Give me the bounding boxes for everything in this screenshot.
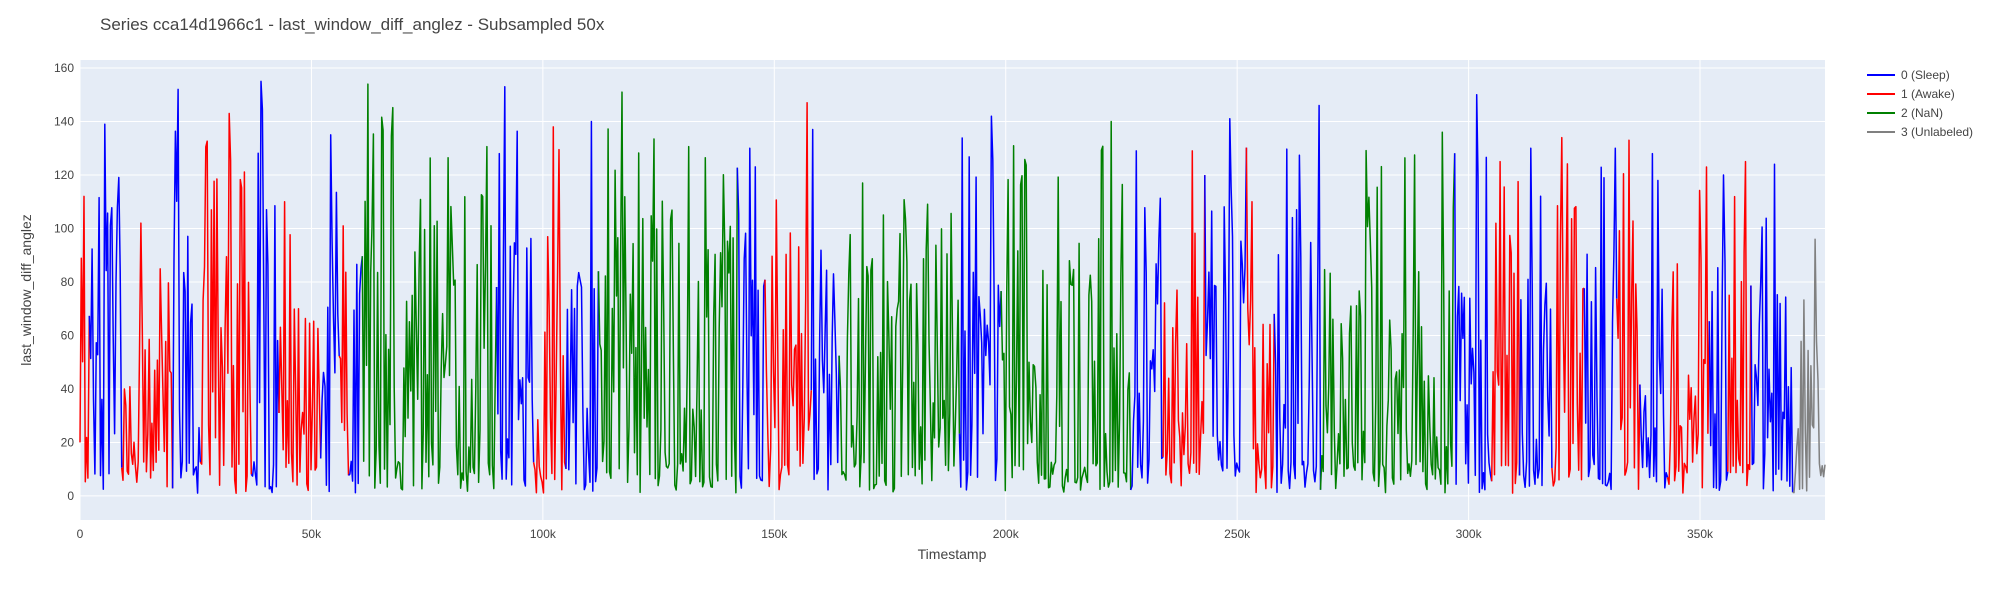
series-nan-line [838,182,961,493]
series-sleep-line [1204,118,1248,477]
series-awake-line [532,126,567,494]
x-axis: 0 50k 100k 150k 200k 250k 300k 350k [77,527,1714,541]
series-awake-line [1727,160,1752,487]
series-awake-line [1666,166,1711,494]
legend-item[interactable]: 3 (Unlabeled) [1867,125,1973,139]
series-nan-line [1000,120,1132,493]
series-sleep-line [1583,147,1618,491]
series-unlabeled-line [1792,238,1826,494]
series-nan-line [361,83,498,492]
y-tick-label: 20 [61,435,75,449]
series-sleep-line [88,123,123,490]
series-nan-line [597,91,739,494]
series-awake-line [278,200,322,492]
legend-label: 0 (Sleep) [1901,68,1950,82]
series-sleep-line [1453,94,1493,494]
legend-item[interactable]: 1 (Awake) [1867,87,1955,101]
x-tick-label: 50k [302,527,322,541]
series-sleep-line [1708,174,1729,492]
y-tick-label: 80 [61,275,75,289]
series-sleep-line [565,120,600,492]
series-sleep-line [1518,147,1553,489]
series-sleep-line [250,80,280,494]
series-lines [79,80,1826,494]
series-sleep-line [1750,163,1794,493]
x-tick-label: 0 [77,527,84,541]
y-tick-label: 60 [61,328,75,342]
series-sleep-line [1129,150,1164,491]
series-nan-line [1319,131,1456,494]
legend-item[interactable]: 0 (Sleep) [1867,68,1950,82]
series-sleep-line [1639,152,1669,489]
y-tick-label: 40 [61,382,75,396]
series-sleep-line [495,85,535,487]
legend-label: 1 (Awake) [1901,87,1955,101]
x-tick-label: 150k [761,527,788,541]
series-awake-line [120,222,174,489]
series-awake-line [338,225,350,476]
series-sleep-line [810,128,840,491]
x-tick-label: 200k [993,527,1020,541]
series-sleep-line [347,256,364,494]
y-tick-label: 0 [67,489,74,503]
series-sleep-line [958,115,1002,491]
y-tick-label: 100 [54,221,74,235]
legend-label: 2 (NaN) [1901,106,1943,120]
series-sleep-line [319,134,340,493]
x-tick-label: 100k [530,527,557,541]
y-axis-title: last_window_diff_anglez [18,214,34,366]
series-awake-line [1162,150,1206,487]
series-awake-line [1615,139,1641,491]
series-awake-line [79,195,91,483]
x-tick-label: 300k [1456,527,1483,541]
series-awake-line [1245,147,1275,494]
series-awake-line [1551,136,1585,487]
legend[interactable]: 0 (Sleep) 1 (Awake) 2 (NaN) 3 (Unlabeled) [1867,68,1973,139]
series-awake-line [199,112,253,494]
x-axis-title: Timestamp [918,546,987,562]
legend-label: 3 (Unlabeled) [1901,125,1973,139]
series-sleep-line [736,147,766,489]
legend-item[interactable]: 2 (NaN) [1867,106,1943,120]
series-sleep-line [1273,104,1322,494]
series-awake-line [764,102,813,491]
y-axis: 0 20 40 60 80 100 120 140 160 [54,61,74,503]
chart-title: Series cca14d1966c1 - last_window_diff_a… [100,15,605,34]
series-awake-line [1490,160,1521,494]
series-sleep-line [171,88,202,494]
y-tick-label: 160 [54,61,74,75]
y-tick-label: 140 [54,115,74,129]
y-tick-label: 120 [54,168,74,182]
x-tick-label: 250k [1224,527,1251,541]
x-tick-label: 350k [1687,527,1714,541]
